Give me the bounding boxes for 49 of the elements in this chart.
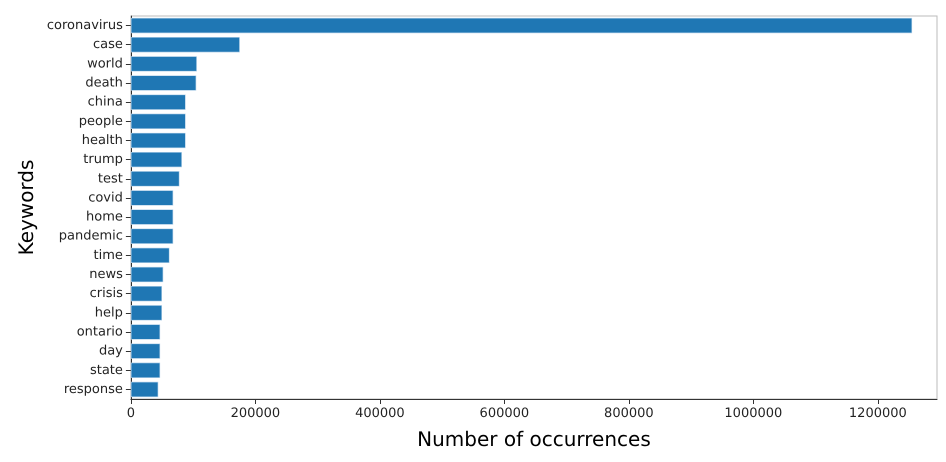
bar	[130, 132, 186, 148]
y-tick-label: state	[90, 362, 123, 378]
y-tick-label: case	[92, 37, 123, 52]
y-tick-label: news	[89, 267, 124, 282]
bar	[130, 305, 162, 320]
y-tick-label: response	[64, 382, 123, 397]
x-tick-label: 200000	[230, 406, 280, 421]
bar	[130, 324, 160, 340]
x-tick-label: 600000	[480, 406, 530, 421]
y-tick-label: china	[88, 94, 123, 110]
bar	[130, 248, 170, 264]
bar	[130, 18, 912, 34]
bar	[130, 152, 182, 168]
y-tick-label: day	[98, 344, 124, 359]
x-tick-label: 1000000	[724, 406, 782, 421]
y-tick-label: crisis	[90, 286, 124, 302]
bar	[130, 343, 160, 359]
x-tick-label: 0	[126, 406, 136, 421]
y-tick-label: death	[85, 76, 123, 91]
y-tick-label: test	[98, 171, 123, 186]
y-tick-label: trump	[83, 152, 123, 168]
bar	[130, 362, 160, 378]
y-tick-label: health	[82, 132, 123, 148]
bar	[130, 114, 186, 129]
bar	[130, 37, 240, 52]
y-tick-label: world	[87, 56, 123, 72]
x-tick-label: 400000	[355, 406, 405, 421]
bar	[130, 94, 186, 110]
bar	[130, 56, 197, 72]
y-tick-label: covid	[88, 190, 123, 206]
bar	[130, 382, 158, 398]
bar	[130, 75, 196, 91]
y-axis-title: Keywords	[14, 160, 38, 256]
bar	[130, 171, 180, 186]
bar	[130, 228, 174, 244]
y-tick-label: time	[94, 248, 123, 263]
x-axis-title: Number of occurrences	[417, 427, 651, 451]
y-tick-label: coronavirus	[46, 18, 124, 34]
x-tick-label: 800000	[604, 406, 654, 421]
bar	[130, 209, 174, 225]
x-tick-label: 1200000	[848, 406, 907, 421]
bar	[130, 190, 174, 206]
y-tick-label: help	[94, 305, 123, 320]
y-tick-label: home	[86, 210, 123, 225]
y-tick-label: pandemic	[58, 228, 123, 244]
bar	[130, 286, 162, 302]
bar	[130, 266, 164, 282]
y-tick-label: ontario	[76, 324, 123, 340]
y-tick-label: people	[78, 114, 123, 129]
